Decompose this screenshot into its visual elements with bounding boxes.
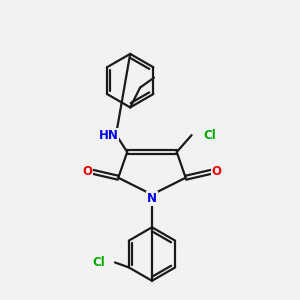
Text: Cl: Cl (203, 129, 216, 142)
Text: N: N (147, 192, 157, 205)
Text: O: O (82, 165, 93, 178)
Text: Cl: Cl (92, 256, 105, 269)
Text: HN: HN (98, 129, 118, 142)
Text: O: O (212, 165, 221, 178)
